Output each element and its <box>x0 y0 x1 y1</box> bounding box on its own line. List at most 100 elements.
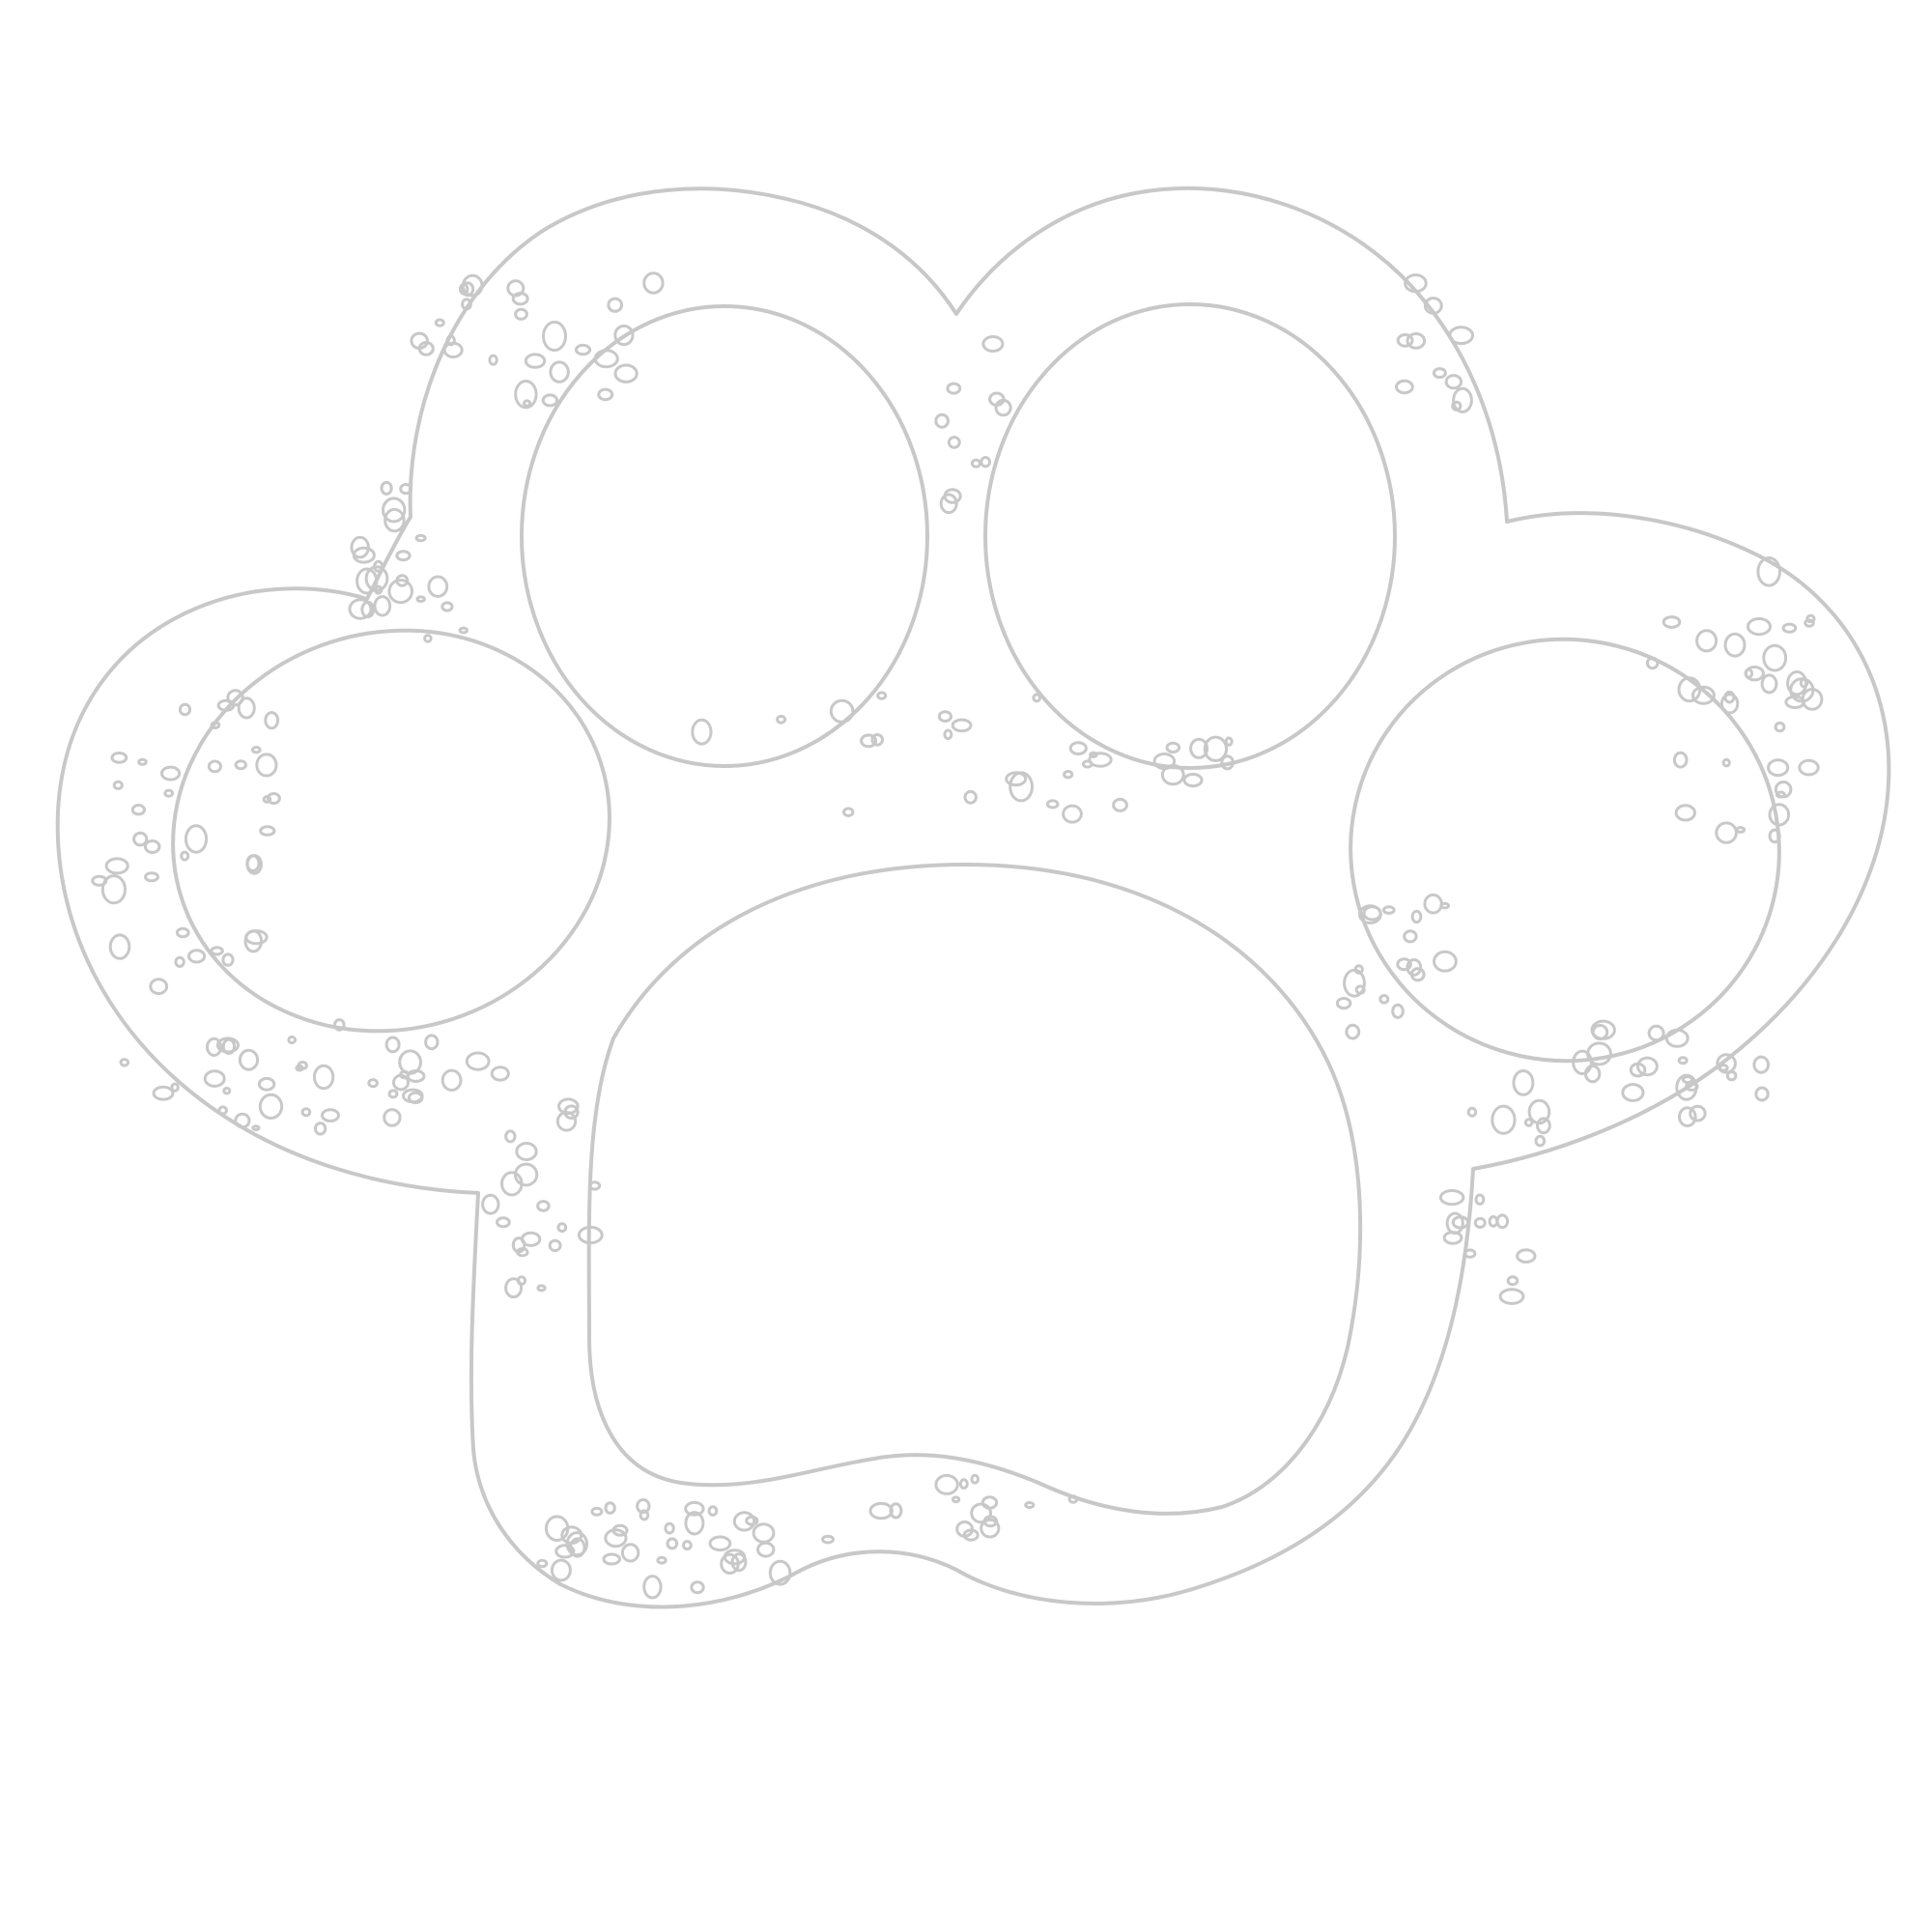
grunge-speck <box>170 1082 180 1093</box>
grunge-speck <box>1423 893 1443 915</box>
grunge-speck <box>119 1058 130 1067</box>
grunge-speck <box>951 1495 961 1504</box>
grunge-speck <box>1024 1501 1036 1509</box>
grunge-speck <box>414 533 427 543</box>
grunge-speck <box>222 1087 232 1095</box>
grunge-speck <box>410 331 430 350</box>
grunge-speck <box>1678 1106 1697 1127</box>
grunge-speck <box>970 1502 992 1524</box>
grunge-speck <box>350 535 370 559</box>
grunge-speck <box>1747 617 1772 637</box>
grunge-speck <box>607 297 624 313</box>
grunge-speck <box>490 1065 510 1082</box>
grunge-speck <box>829 698 855 724</box>
grunge-speck <box>947 436 961 449</box>
grunge-speck <box>251 1124 261 1131</box>
grunge-speck <box>384 507 406 533</box>
grunge-speck <box>1768 828 1781 844</box>
grunge-speck <box>504 1129 517 1144</box>
grunge-speck <box>1744 668 1754 679</box>
grunge-speck <box>1409 967 1426 982</box>
grunge-speck <box>423 634 433 643</box>
grunge-speck <box>1804 618 1815 628</box>
grunge-speck <box>842 807 855 818</box>
grunge-speck <box>1067 1494 1079 1504</box>
grunge-speck <box>402 1088 424 1104</box>
grunge-speck <box>542 320 567 353</box>
grunge-speck <box>144 871 159 883</box>
grunge-speck <box>1516 1248 1537 1264</box>
grunge-speck <box>1343 968 1366 998</box>
grunge-speck <box>1362 905 1382 922</box>
grunge-speck <box>1395 379 1414 395</box>
grunge-speck <box>112 780 124 791</box>
grunge-speck <box>1572 1049 1593 1076</box>
grunge-speck <box>234 1112 251 1129</box>
grunge-speck <box>523 399 532 408</box>
grunge-speck <box>1498 1288 1525 1305</box>
grunge-speck <box>226 689 244 707</box>
grunge-speck <box>958 1478 969 1490</box>
grunge-speck <box>514 380 538 410</box>
grunge-speck <box>980 456 992 469</box>
grunge-speck <box>1799 677 1809 689</box>
grunge-speck <box>1165 741 1181 754</box>
grunge-speck <box>602 1552 622 1566</box>
grunge-speck <box>1760 673 1778 695</box>
grunge-speck <box>684 1500 705 1517</box>
grunge-speck <box>951 718 973 733</box>
grunge-speck <box>234 759 248 771</box>
grunge-speck <box>1677 1056 1689 1065</box>
grunge-speck <box>1381 905 1396 915</box>
grunge-speck <box>427 575 449 598</box>
grunge-speck <box>1378 994 1390 1005</box>
grunge-speck <box>496 1216 511 1229</box>
grunge-speck <box>312 1064 335 1091</box>
grunge-speck <box>1442 1231 1463 1245</box>
grunge-speck <box>243 929 264 953</box>
grunge-speck <box>1527 1098 1551 1125</box>
grunge-speck <box>398 1049 423 1075</box>
grunge-speck <box>550 1558 572 1582</box>
grunge-speck <box>870 733 885 747</box>
grunge-speck <box>1675 1073 1698 1101</box>
grunge-speck <box>939 493 958 515</box>
grunge-speck <box>333 1018 346 1032</box>
toe-pad-top-left <box>520 304 929 768</box>
grunge-speck <box>108 933 131 960</box>
grunge-speck <box>1719 693 1740 715</box>
grunge-speck <box>536 1200 551 1212</box>
grunge-speck <box>1088 752 1113 768</box>
grunge-speck <box>258 1093 284 1121</box>
grunge-speck <box>548 1238 562 1253</box>
grunge-speck <box>639 1509 650 1521</box>
grunge-speck <box>1756 556 1781 587</box>
grunge-speck <box>440 601 454 612</box>
grunge-speck <box>434 318 445 327</box>
grunge-speck <box>207 759 222 774</box>
grunge-speck <box>1621 1083 1645 1102</box>
grunge-speck <box>590 1506 604 1517</box>
grunge-speck <box>613 363 639 384</box>
grunge-speck <box>1506 1275 1520 1287</box>
grunge-speck <box>1032 693 1041 703</box>
grunge-speck <box>110 752 128 764</box>
grunge-speck <box>1781 622 1798 634</box>
grunge-speck <box>597 387 614 402</box>
grunge-speck <box>981 335 1005 353</box>
grunge-speck <box>488 354 498 366</box>
grunge-speck <box>287 1035 298 1045</box>
toe-pad-right <box>1349 637 1781 1064</box>
grunge-speck <box>300 1107 312 1118</box>
grunge-speck <box>130 804 146 816</box>
grunge-speck <box>149 978 169 996</box>
grunge-speck <box>1798 758 1820 777</box>
grunge-speck <box>100 874 128 905</box>
grunge-speck <box>1536 1117 1551 1135</box>
grunge-speck <box>1721 757 1731 768</box>
grunge-speck <box>1396 957 1412 972</box>
grunge-speck <box>752 1522 776 1544</box>
grunge-speck <box>442 341 464 359</box>
grunge-speck <box>458 282 469 296</box>
grunge-speck <box>210 946 224 956</box>
